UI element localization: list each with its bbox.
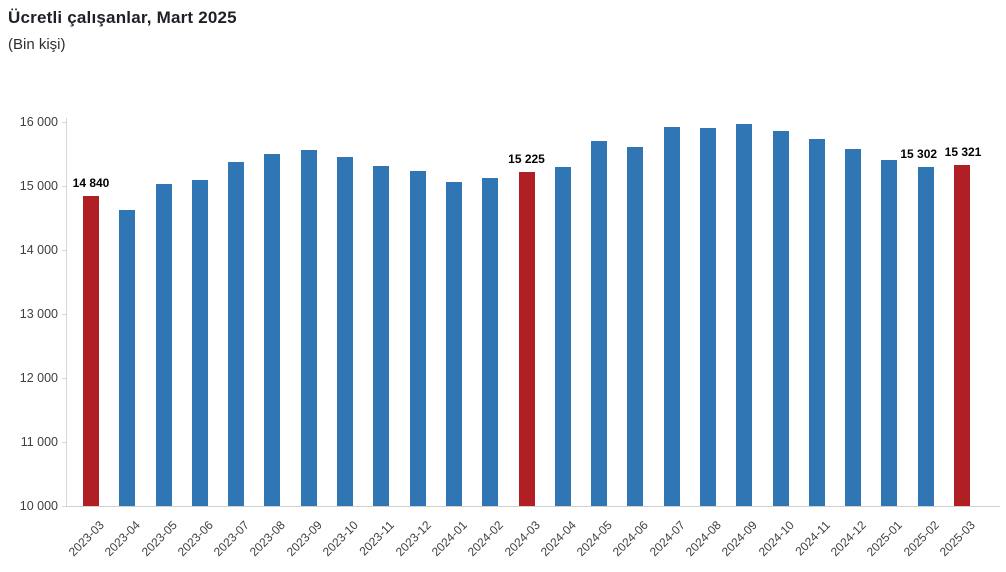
- bar-2023-12[interactable]: [409, 170, 426, 506]
- x-tick-label-2025-03: 2025-03: [936, 518, 978, 560]
- y-tick-label-16000: 16 000: [19, 115, 58, 129]
- y-tick-label-14000: 14 000: [19, 243, 58, 257]
- bar-2023-06[interactable]: [191, 180, 208, 506]
- bar-2023-03[interactable]: [83, 196, 99, 506]
- bar-2024-05[interactable]: [591, 141, 608, 506]
- chart-subtitle: (Bin kişi): [8, 36, 66, 53]
- bar-value-label-2023-03: 14 840: [72, 176, 110, 191]
- x-axis-line: [66, 506, 1000, 507]
- bar-2024-11[interactable]: [808, 138, 825, 506]
- bar-value-label-2025-03: 15 321: [944, 145, 982, 160]
- x-tick-label-2024-02: 2024-02: [465, 518, 507, 560]
- bar-2024-10[interactable]: [772, 130, 789, 506]
- bar-value-label-2025-02: 15 302: [900, 146, 938, 161]
- y-tick-mark: [62, 314, 66, 315]
- bar-2024-12[interactable]: [845, 148, 862, 506]
- x-tick-label-2024-12: 2024-12: [827, 518, 870, 560]
- bar-2024-06[interactable]: [627, 146, 644, 506]
- y-tick-label-15000: 15 000: [19, 179, 58, 193]
- x-tick-label-2024-09: 2024-09: [719, 518, 761, 560]
- bar-2024-08[interactable]: [699, 128, 716, 506]
- x-tick-label-2024-11: 2024-11: [792, 518, 833, 559]
- x-tick-label-2024-10: 2024-10: [755, 518, 797, 560]
- y-tick-mark: [62, 250, 66, 251]
- x-tick-label-2023-07: 2023-07: [211, 518, 253, 560]
- bar-2024-01[interactable]: [445, 181, 462, 506]
- x-tick-label-2023-12: 2023-12: [392, 518, 434, 560]
- y-tick-label-13000: 13 000: [19, 307, 58, 321]
- x-tick-label-2023-05: 2023-05: [138, 518, 180, 560]
- bar-2024-09[interactable]: [736, 123, 753, 506]
- y-tick-mark: [62, 506, 66, 507]
- x-tick-label-2023-06: 2023-06: [174, 518, 216, 560]
- y-tick-mark: [62, 186, 66, 187]
- bar-2023-08[interactable]: [264, 154, 281, 506]
- x-tick-label-2025-01: 2025-01: [864, 518, 906, 560]
- y-axis-line: [66, 118, 67, 506]
- y-tick-label-11000: 11 000: [20, 435, 58, 449]
- bar-2024-02[interactable]: [482, 177, 499, 506]
- bar-2024-07[interactable]: [663, 127, 680, 506]
- x-tick-label-2024-05: 2024-05: [573, 518, 615, 560]
- x-tick-label-2024-03: 2024-03: [501, 518, 543, 560]
- bar-2023-04[interactable]: [119, 210, 136, 506]
- x-tick-label-2024-08: 2024-08: [682, 518, 724, 560]
- x-tick-label-2024-04: 2024-04: [537, 518, 579, 560]
- bar-2023-09[interactable]: [300, 149, 317, 506]
- bar-2023-10[interactable]: [337, 156, 354, 506]
- bar-2024-04[interactable]: [554, 167, 571, 506]
- bar-2025-03[interactable]: [954, 165, 970, 506]
- x-tick-label-2024-07: 2024-07: [646, 518, 688, 560]
- x-tick-label-2023-08: 2023-08: [247, 518, 289, 560]
- y-tick-label-12000: 12 000: [19, 371, 58, 385]
- bar-value-label-2024-03: 15 225: [508, 151, 545, 166]
- y-tick-mark: [62, 122, 66, 123]
- y-tick-mark: [62, 442, 66, 443]
- x-tick-label-2023-10: 2023-10: [319, 518, 361, 560]
- x-tick-label-2023-11: 2023-11: [356, 518, 398, 559]
- x-tick-label-2023-09: 2023-09: [283, 518, 325, 560]
- bar-2025-01[interactable]: [881, 159, 898, 506]
- x-tick-label-2025-02: 2025-02: [900, 518, 942, 560]
- x-tick-label-2023-03: 2023-03: [65, 518, 107, 560]
- bar-2023-07[interactable]: [228, 161, 245, 506]
- bar-2023-05[interactable]: [155, 184, 172, 506]
- bar-2024-03[interactable]: [518, 171, 535, 506]
- bar-2023-11[interactable]: [373, 166, 390, 506]
- chart-title: Ücretli çalışanlar, Mart 2025: [8, 8, 237, 27]
- y-tick-label-10000: 10 000: [19, 499, 58, 513]
- x-tick-label-2024-01: 2024-01: [428, 518, 470, 560]
- x-tick-label-2023-04: 2023-04: [102, 518, 144, 560]
- y-tick-mark: [62, 378, 66, 379]
- x-tick-label-2024-06: 2024-06: [610, 518, 652, 560]
- bar-2025-02[interactable]: [917, 166, 934, 506]
